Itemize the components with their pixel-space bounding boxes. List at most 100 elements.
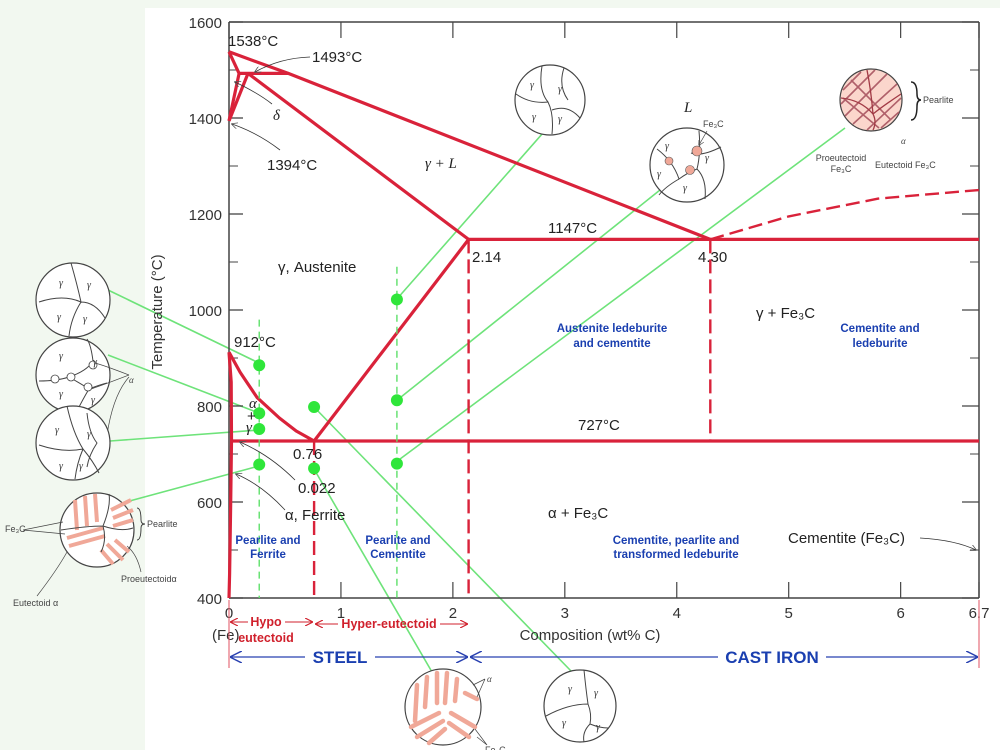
region-labels: Pearlite and Ferrite Pearlite and Cementit… [235, 323, 919, 561]
fe3c-label: Fe₃C [703, 119, 724, 129]
label-912: 912°C [234, 334, 276, 351]
label-gamma-fe3c: γ + Fe₃C [756, 305, 815, 322]
label-cementite: Cementite (Fe₃C) [788, 530, 905, 547]
microstructure-left-alpha-gamma: γ γ γ γ [35, 405, 111, 481]
steel-label: STEEL [313, 648, 368, 667]
fe-label: (Fe) [212, 627, 240, 644]
svg-text:γ: γ [83, 314, 88, 325]
hyper-eutectoid-label: Hyper-eutectoid [341, 617, 436, 631]
svg-text:α: α [487, 674, 492, 684]
svg-text:γ: γ [79, 461, 84, 472]
phase-boundary-gamma-delta [227, 72, 250, 122]
label-1538: 1538°C [228, 33, 278, 50]
label-1493: 1493°C [312, 49, 362, 66]
svg-text:γ: γ [568, 684, 573, 695]
eutectoid-alpha-label: Eutectoid α [13, 598, 58, 608]
svg-text:γ: γ [596, 722, 601, 733]
svg-text:γ: γ [530, 80, 535, 91]
arrow-ferrite [236, 474, 286, 511]
svg-text:γ: γ [93, 357, 98, 368]
svg-text:γ: γ [57, 312, 62, 323]
phase-boundary-austenite-solidus [247, 72, 470, 241]
phase-boundary-acm [312, 238, 470, 442]
svg-text:γ: γ [87, 429, 92, 440]
proeutectoid-alpha-label: Proeutectoidα [121, 574, 177, 584]
phase-boundary-alpha-solvus [227, 352, 234, 599]
region-pearlite-ferrite: Pearlite and Ferrite [235, 535, 300, 561]
y-tick-label: 600 [197, 495, 222, 512]
connector [121, 465, 260, 504]
svg-text:γ: γ [59, 351, 64, 362]
x-tick-label: 5 [785, 605, 793, 622]
svg-text:γ: γ [558, 114, 563, 125]
connector [107, 354, 260, 414]
fe3c-label-left: Fe₃C [5, 524, 26, 534]
region-austenite-ledeburite: Austenite ledeburite and cementite [557, 323, 668, 350]
connector [395, 127, 846, 463]
label-727: 727°C [578, 417, 620, 434]
label-gamma-plus-liquid: γ + L [425, 156, 457, 172]
svg-text:γ: γ [665, 141, 670, 152]
connector [395, 189, 661, 402]
svg-text:γ: γ [59, 461, 64, 472]
x-tick-label: 2 [449, 605, 457, 622]
arrow-0-022 [240, 442, 296, 481]
eutectoid-fe3c-label: Eutectoid Fe₃C [875, 160, 936, 170]
sample-point [253, 407, 266, 420]
sample-point [308, 400, 321, 413]
y-tick-label: 1600 [189, 15, 222, 32]
microstructure-bottom-austenite: γ γ γ γ [543, 669, 617, 743]
svg-text:γ: γ [594, 688, 599, 699]
y-tick-label: 1200 [189, 207, 222, 224]
microstructure-hypereutectoid-pearlite: Pearlite α Proeutectoid Fe₃C Eutectoid Fe… [816, 68, 954, 174]
diagram-background [145, 8, 1000, 750]
svg-text:γ: γ [59, 389, 64, 400]
connector [313, 406, 573, 673]
sample-point [390, 394, 403, 407]
connector [395, 124, 551, 301]
svg-text:γ: γ [705, 153, 710, 164]
microstructure-austenite-liquid: γ γ γ γ Fe₃C [649, 119, 725, 203]
svg-text:γ: γ [87, 280, 92, 291]
y-tick-label: 800 [197, 399, 222, 416]
sample-point [253, 423, 266, 436]
y-axis-label: Temperature (°C) [149, 254, 166, 369]
label-0-022: 0.022 [298, 480, 336, 497]
microstructure-austenite-top: γ γ γ γ [514, 64, 586, 136]
label-alpha-plus-gamma-a: α [249, 396, 258, 412]
label-2-14: 2.14 [472, 249, 501, 266]
label-1394: 1394°C [267, 157, 317, 174]
pearlite-label: Pearlite [923, 95, 954, 105]
svg-text:α: α [129, 375, 134, 385]
x-axis-label: Composition (wt% C) [520, 627, 661, 644]
connector [107, 289, 260, 364]
y-tick-label: 400 [197, 591, 222, 608]
microstructure-bottom-pearlite-cementite: α Fe₃C [404, 668, 506, 750]
fe3c-label-bottom: Fe₃C [485, 745, 506, 750]
svg-text:γ: γ [59, 278, 64, 289]
x-tick-label: 3 [561, 605, 569, 622]
svg-text:γ: γ [532, 112, 537, 123]
arrow-delta [235, 82, 273, 105]
region-pearlite-cementite: Pearlite and Cementite [365, 535, 430, 561]
cast-iron-label: CAST IRON [725, 648, 819, 667]
svg-text:γ: γ [55, 425, 60, 436]
svg-text:γ: γ [558, 84, 563, 95]
region-cementite-pearlite: Cementite, pearlite and transformed ledeb… [613, 535, 740, 561]
sample-point [253, 458, 266, 471]
svg-text:α: α [901, 136, 906, 146]
svg-text:γ: γ [657, 169, 662, 180]
label-alpha-plus-gamma-g: γ [246, 420, 253, 436]
sample-point [390, 457, 403, 470]
connector [109, 429, 260, 442]
x-tick-label: 4 [673, 605, 681, 622]
microstructure-left-pearlite-ferrite: Pearlite Fe₃C Proeutectoidα Eutectoid α [5, 492, 178, 608]
y-tick-label: 1400 [189, 111, 222, 128]
proeutectoid-fe3c-label: Proeutectoid Fe₃C [816, 153, 867, 174]
y-tick-label: 1000 [189, 303, 222, 320]
arrow-cementite [919, 537, 976, 550]
x-tick-label: 1 [337, 605, 345, 622]
sample-point [308, 462, 321, 475]
